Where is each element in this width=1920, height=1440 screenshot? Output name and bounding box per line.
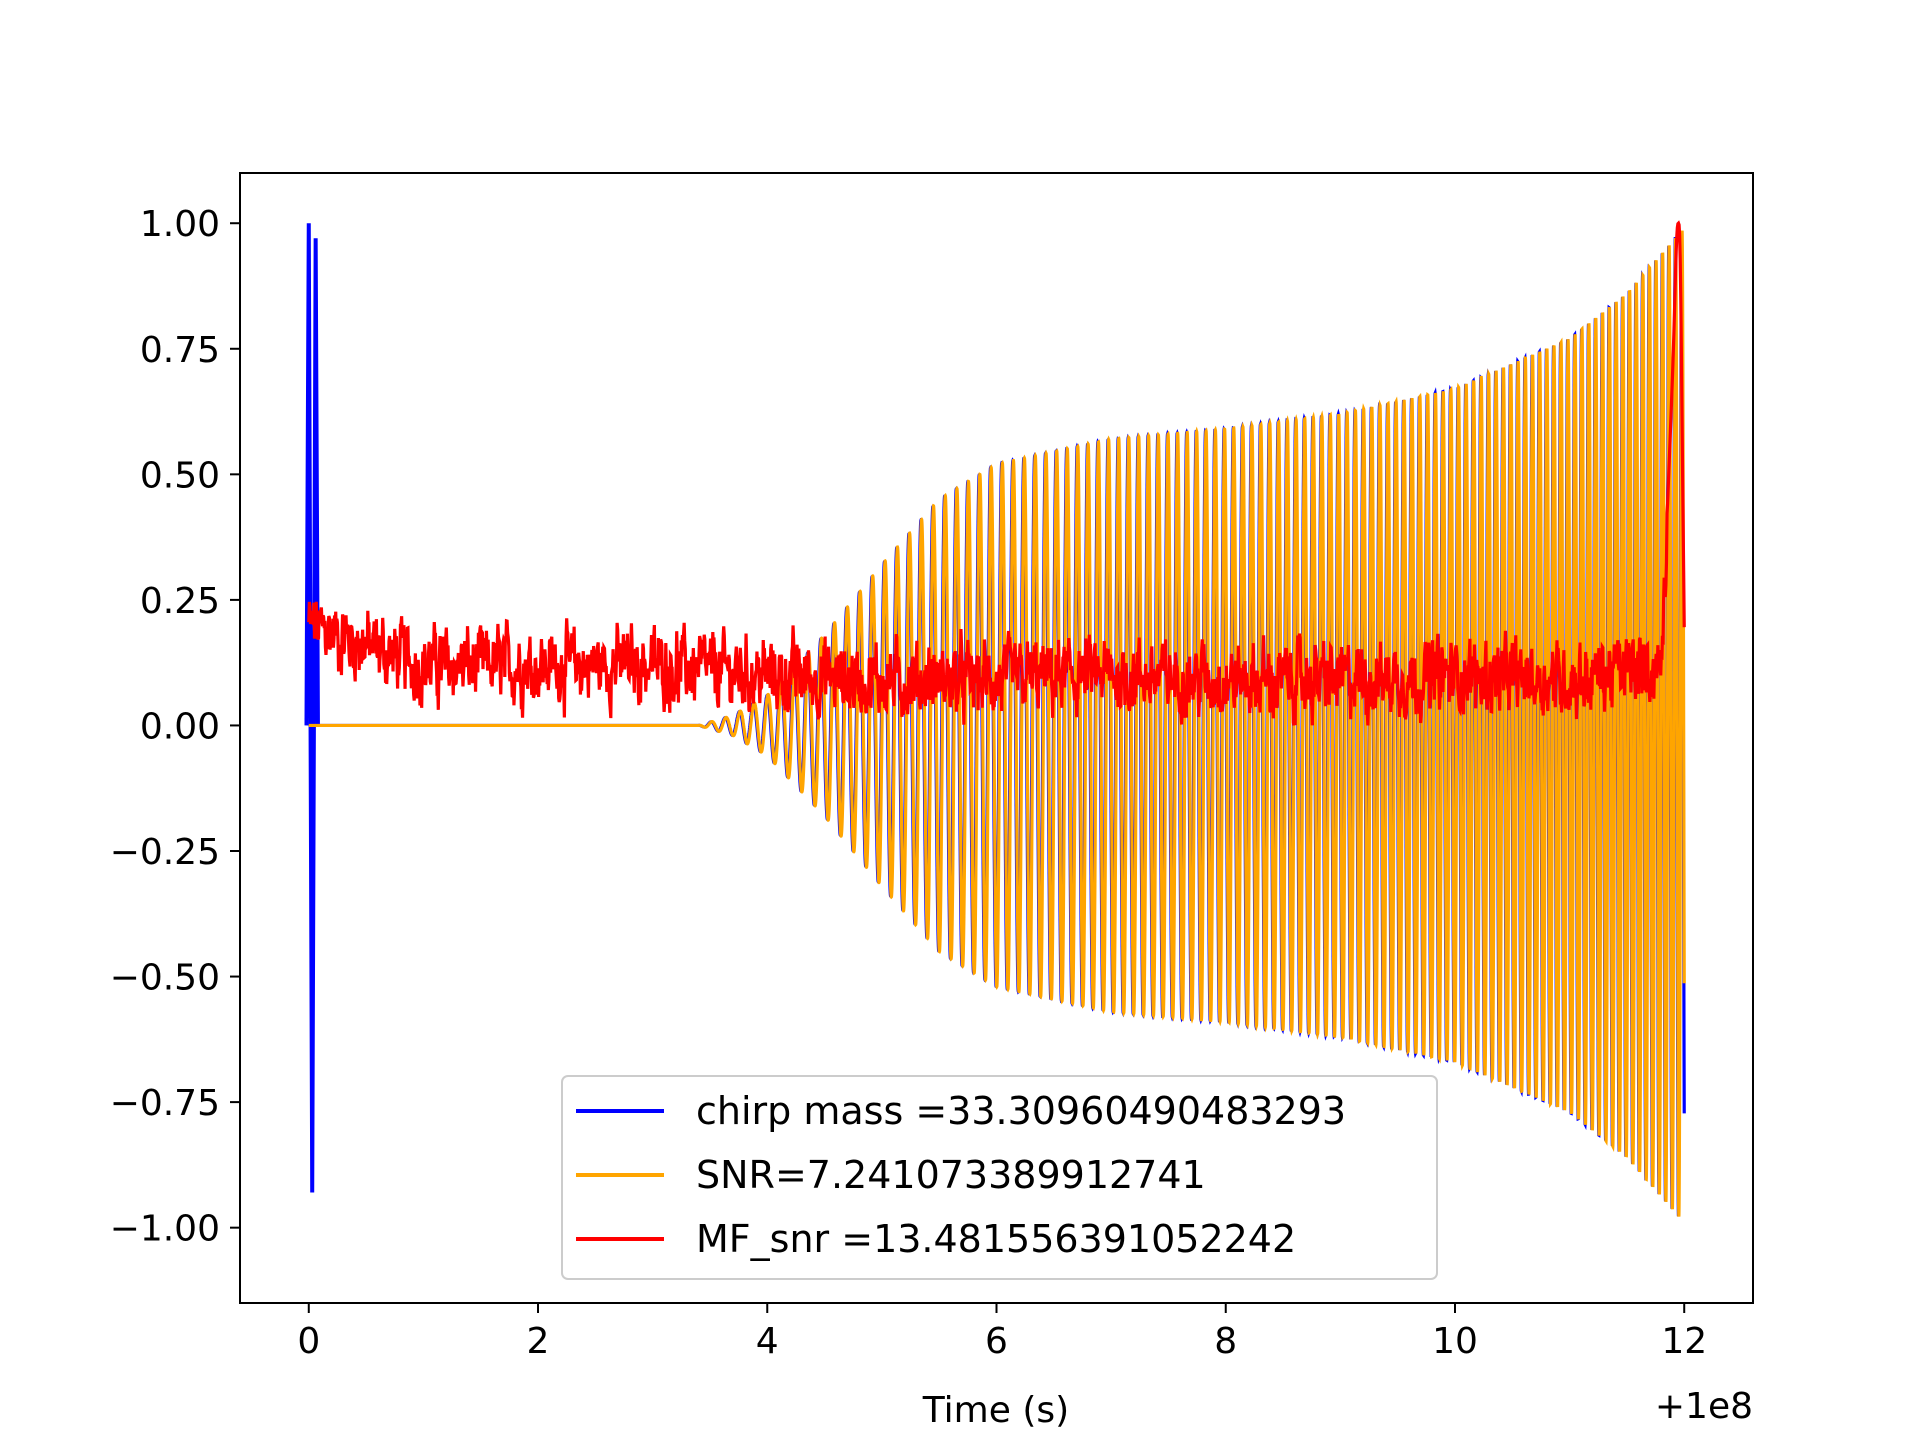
series-layer bbox=[304, 220, 1686, 1217]
y-tick-label: 0.00 bbox=[140, 706, 220, 747]
x-tick-label: 4 bbox=[756, 1321, 779, 1362]
y-tick-label: −0.50 bbox=[110, 958, 220, 999]
y-axis: 1.00 0.75 0.50 0.25 0.00 −0.25 −0.50 −0.75 −1.00 bbox=[110, 204, 240, 1250]
x-tick-label: 10 bbox=[1432, 1321, 1478, 1362]
y-tick-label: 0.25 bbox=[140, 581, 220, 622]
y-tick-label: −0.75 bbox=[110, 1083, 220, 1124]
x-tick-label: 2 bbox=[527, 1321, 550, 1362]
x-axis-label: Time (s) bbox=[922, 1390, 1069, 1431]
x-tick-label: 8 bbox=[1214, 1321, 1237, 1362]
legend-label: chirp mass =33.30960490483293 bbox=[696, 1089, 1346, 1133]
legend-label: MF_snr =13.481556391052242 bbox=[696, 1217, 1296, 1261]
legend-label: SNR=7.241073389912741 bbox=[696, 1153, 1206, 1197]
series-spike-chirp-mass bbox=[304, 223, 320, 1193]
y-tick-label: 0.50 bbox=[140, 455, 220, 496]
x-axis: 0 2 4 6 8 10 12 bbox=[297, 1303, 1707, 1362]
y-tick-label: −0.25 bbox=[110, 832, 220, 873]
x-tick-label: 6 bbox=[985, 1321, 1008, 1362]
y-tick-label: 0.75 bbox=[140, 330, 220, 371]
x-tick-label: 12 bbox=[1661, 1321, 1707, 1362]
y-tick-label: −1.00 bbox=[110, 1209, 220, 1250]
series-line-snr bbox=[308, 230, 1686, 1217]
x-tick-label: 0 bbox=[297, 1321, 320, 1362]
y-tick-label: 1.00 bbox=[140, 204, 220, 245]
x-offset-label: +1e8 bbox=[1655, 1386, 1753, 1427]
legend-frame bbox=[561, 1075, 1438, 1280]
legend: chirp mass =33.30960490483293 SNR=7.24107… bbox=[561, 1075, 1438, 1280]
series-line-mf-snr bbox=[307, 220, 1686, 726]
